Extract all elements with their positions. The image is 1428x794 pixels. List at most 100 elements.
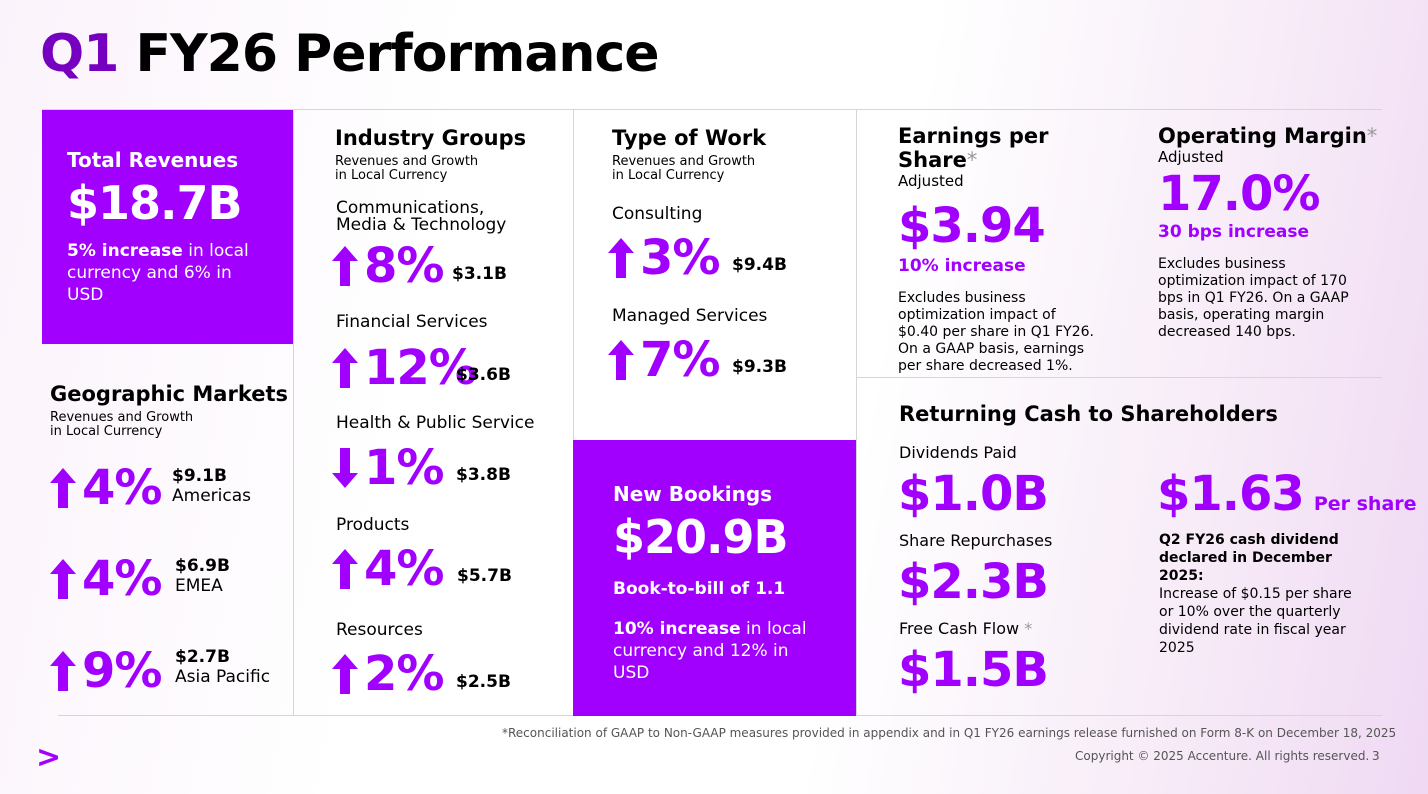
- geographic-header: Geographic Markets Revenues and Growth in…: [50, 382, 288, 439]
- eps-adjusted: Adjusted: [898, 172, 964, 190]
- industry-products-pct: 4%: [364, 541, 444, 597]
- eps-asterisk: *: [966, 148, 978, 172]
- dividend-declared: Q2 FY26 cash dividend declared in Decemb…: [1159, 532, 1339, 584]
- work-managed-growth: 7%: [608, 332, 720, 388]
- geo-apac-name: Asia Pacific: [175, 667, 271, 687]
- industry-products-growth: 4%: [332, 541, 444, 597]
- geographic-subtitle: Revenues and Growth in Local Currency: [50, 411, 288, 439]
- geo-apac-growth: 9%: [50, 643, 162, 699]
- margin-increase: 30 bps increase: [1158, 222, 1309, 242]
- geographic-subtitle-line1: Revenues and Growth: [50, 410, 194, 425]
- geo-emea-name: EMEA: [175, 576, 223, 596]
- page-title: Q1 FY26 Performance: [40, 24, 660, 84]
- right-mid-divider: [856, 377, 1382, 378]
- arrow-up-icon: [608, 238, 634, 278]
- work-consulting-growth: 3%: [608, 230, 720, 286]
- industry-products-amount: $5.7B: [457, 566, 512, 586]
- total-revenues-value: $18.7B: [67, 176, 243, 230]
- margin-value: 17.0%: [1158, 166, 1321, 222]
- geo-emea-growth: 4%: [50, 551, 162, 607]
- fcf-label-text: Free Cash Flow: [899, 619, 1020, 638]
- industry-hps-pct: 1%: [364, 440, 444, 496]
- work-consulting-amount: $9.4B: [732, 255, 787, 275]
- total-revenues-label: Total Revenues: [67, 148, 239, 172]
- arrow-up-icon: [50, 468, 76, 508]
- total-revenues-growth-rest: in local currency and 6% in USD: [67, 241, 249, 305]
- industry-cmt-amount: $3.1B: [452, 264, 507, 284]
- geo-emea-pct: 4%: [82, 551, 162, 607]
- work-subtitle-line2: in Local Currency: [612, 168, 725, 183]
- work-consulting-pct: 3%: [640, 230, 720, 286]
- geo-apac-amount: $2.7B: [175, 647, 230, 667]
- industry-hps-amount: $3.8B: [456, 465, 511, 485]
- industry-fs-growth: 12%: [332, 340, 477, 396]
- eps-increase: 10% increase: [898, 256, 1026, 276]
- industry-resources-pct: 2%: [364, 646, 444, 702]
- divider-1: [293, 110, 294, 715]
- new-bookings-growth-rest: in local currency and 12% in USD: [613, 619, 807, 683]
- total-revenues-growth-bold: 5% increase: [67, 241, 183, 261]
- accenture-logo: >: [36, 740, 62, 775]
- arrow-up-icon: [332, 654, 358, 694]
- margin-title-text: Operating Margin: [1158, 124, 1367, 148]
- new-bookings-card: New Bookings $20.9B Book-to-bill of 1.1 …: [573, 440, 856, 716]
- eps-title: Earnings per Share*: [898, 124, 1128, 172]
- new-bookings-growth: 10% increase in local currency and 12% i…: [613, 618, 816, 684]
- cash-title: Returning Cash to Shareholders: [899, 402, 1278, 426]
- work-title: Type of Work: [612, 126, 767, 150]
- title-text: FY26 Performance: [135, 24, 660, 84]
- industry-fs-amount: $3.6B: [456, 365, 511, 385]
- fcf-value: $1.5B: [898, 642, 1049, 698]
- industry-resources-name: Resources: [336, 620, 423, 640]
- dividends-label: Dividends Paid: [899, 443, 1017, 462]
- book-to-bill: Book-to-bill of 1.1: [613, 579, 786, 599]
- industry-header: Industry Groups Revenues and Growth in Lo…: [335, 126, 526, 183]
- divider-2: [573, 110, 574, 440]
- divider-3: [856, 110, 857, 715]
- work-subtitle-line1: Revenues and Growth: [612, 154, 756, 169]
- industry-hps-growth: 1%: [332, 440, 444, 496]
- top-divider: [42, 109, 1382, 110]
- title-quarter: Q1: [40, 24, 119, 84]
- industry-subtitle-line1: Revenues and Growth: [335, 154, 479, 169]
- arrow-up-icon: [332, 348, 358, 388]
- total-revenues-growth: 5% increase in local currency and 6% in …: [67, 240, 268, 306]
- per-share-value: $1.63: [1157, 466, 1305, 522]
- work-subtitle: Revenues and Growth in Local Currency: [612, 155, 766, 183]
- geo-americas-name: Americas: [172, 486, 251, 506]
- geo-americas-growth: 4%: [50, 460, 162, 516]
- industry-products-name: Products: [336, 515, 410, 535]
- industry-hps-name: Health & Public Service: [336, 413, 535, 433]
- fcf-asterisk: *: [1024, 619, 1033, 638]
- eps-panel: Earnings per Share* Adjusted $3.94 10% i…: [898, 124, 1128, 375]
- industry-subtitle-line2: in Local Currency: [335, 168, 448, 183]
- margin-asterisk: *: [1366, 124, 1378, 148]
- geographic-subtitle-line2: in Local Currency: [50, 424, 163, 439]
- industry-cmt-name: Communications, Media & Technology: [336, 200, 506, 234]
- dividends-value: $1.0B: [898, 466, 1049, 522]
- arrow-down-icon: [332, 448, 358, 488]
- arrow-up-icon: [50, 559, 76, 599]
- industry-resources-amount: $2.5B: [456, 672, 511, 692]
- work-managed-name: Managed Services: [612, 306, 768, 326]
- industry-title: Industry Groups: [335, 126, 527, 150]
- repurchase-label: Share Repurchases: [899, 531, 1053, 550]
- geo-apac-detail: $2.7B Asia Pacific: [175, 647, 270, 687]
- industry-cmt-name-line2: Media & Technology: [336, 215, 507, 235]
- new-bookings-value: $20.9B: [613, 510, 789, 564]
- geo-apac-pct: 9%: [82, 643, 162, 699]
- margin-adjusted: Adjusted: [1158, 148, 1224, 166]
- geo-americas-amount: $9.1B: [172, 466, 227, 486]
- arrow-up-icon: [332, 549, 358, 589]
- fcf-label: Free Cash Flow *: [899, 619, 1032, 638]
- industry-fs-name: Financial Services: [336, 312, 488, 332]
- industry-cmt-pct: 8%: [364, 238, 444, 294]
- new-bookings-growth-bold: 10% increase: [613, 619, 741, 639]
- geo-americas-detail: $9.1B Americas: [172, 466, 251, 506]
- dividend-per-share: $1.63 Per share: [1157, 466, 1417, 522]
- repurchase-value: $2.3B: [898, 554, 1049, 610]
- work-managed-pct: 7%: [640, 332, 720, 388]
- arrow-up-icon: [50, 651, 76, 691]
- page-number: 3: [1372, 749, 1380, 763]
- copyright: Copyright © 2025 Accenture. All rights r…: [1075, 749, 1370, 763]
